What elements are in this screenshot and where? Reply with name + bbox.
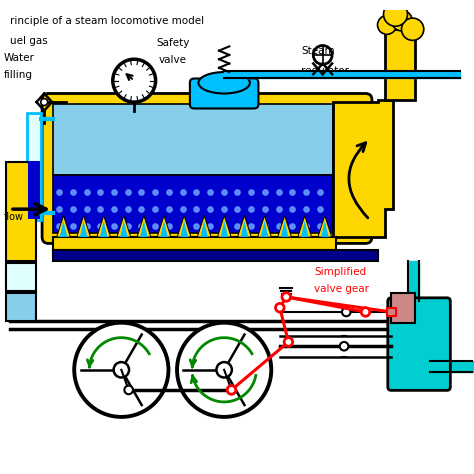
Polygon shape xyxy=(160,221,168,237)
Polygon shape xyxy=(220,221,228,237)
Polygon shape xyxy=(281,221,288,237)
Polygon shape xyxy=(241,221,248,237)
Polygon shape xyxy=(318,216,332,237)
Circle shape xyxy=(227,386,236,394)
Polygon shape xyxy=(57,216,70,237)
Bar xyxy=(53,175,333,233)
Polygon shape xyxy=(97,216,110,237)
Circle shape xyxy=(392,10,412,31)
Text: uel gas: uel gas xyxy=(10,36,48,46)
Circle shape xyxy=(275,303,284,312)
Text: regulator: regulator xyxy=(301,65,349,76)
Circle shape xyxy=(177,323,271,417)
Polygon shape xyxy=(201,221,208,237)
Polygon shape xyxy=(218,216,231,237)
Bar xyxy=(6,263,36,291)
FancyBboxPatch shape xyxy=(190,79,258,109)
Bar xyxy=(27,113,41,220)
Polygon shape xyxy=(117,216,131,237)
Polygon shape xyxy=(137,216,151,237)
Bar xyxy=(391,292,415,323)
Text: Simplified: Simplified xyxy=(314,267,366,277)
Circle shape xyxy=(74,323,168,417)
Bar xyxy=(53,237,336,250)
Circle shape xyxy=(377,16,396,35)
Circle shape xyxy=(340,342,348,350)
Polygon shape xyxy=(180,221,188,237)
Bar xyxy=(27,161,40,219)
Text: valve: valve xyxy=(159,55,187,65)
Bar xyxy=(387,308,395,316)
Polygon shape xyxy=(177,216,191,237)
Text: flow: flow xyxy=(3,212,24,222)
Circle shape xyxy=(361,308,370,316)
Bar xyxy=(6,292,36,320)
Polygon shape xyxy=(80,221,87,237)
Circle shape xyxy=(342,308,350,316)
Polygon shape xyxy=(140,221,148,237)
Circle shape xyxy=(401,18,424,40)
Polygon shape xyxy=(120,221,128,237)
Polygon shape xyxy=(197,216,211,237)
FancyArrowPatch shape xyxy=(349,143,368,218)
Bar xyxy=(6,162,36,261)
Text: filling: filling xyxy=(3,70,33,80)
Text: Water: Water xyxy=(3,53,35,63)
Polygon shape xyxy=(258,216,272,237)
Polygon shape xyxy=(301,221,309,237)
Polygon shape xyxy=(60,221,67,237)
Ellipse shape xyxy=(199,72,250,93)
Polygon shape xyxy=(278,216,292,237)
FancyBboxPatch shape xyxy=(42,93,372,244)
Bar xyxy=(385,29,415,100)
Circle shape xyxy=(41,99,48,106)
Text: Steam: Steam xyxy=(301,46,335,56)
Bar xyxy=(53,104,333,175)
Bar xyxy=(53,250,378,261)
Text: Safety: Safety xyxy=(156,38,190,48)
Polygon shape xyxy=(333,100,393,237)
Circle shape xyxy=(114,362,129,377)
Polygon shape xyxy=(237,216,251,237)
Circle shape xyxy=(383,2,408,26)
Circle shape xyxy=(124,386,133,394)
Circle shape xyxy=(217,362,232,377)
Polygon shape xyxy=(261,221,268,237)
Polygon shape xyxy=(321,221,328,237)
Text: valve gear: valve gear xyxy=(314,284,369,294)
Circle shape xyxy=(227,386,236,394)
Polygon shape xyxy=(100,221,108,237)
Polygon shape xyxy=(298,216,311,237)
Circle shape xyxy=(113,59,155,102)
Polygon shape xyxy=(77,216,91,237)
FancyBboxPatch shape xyxy=(388,298,450,391)
Polygon shape xyxy=(157,216,171,237)
Text: rinciple of a steam locomotive model: rinciple of a steam locomotive model xyxy=(10,17,204,27)
Circle shape xyxy=(282,292,291,301)
Circle shape xyxy=(284,337,292,346)
